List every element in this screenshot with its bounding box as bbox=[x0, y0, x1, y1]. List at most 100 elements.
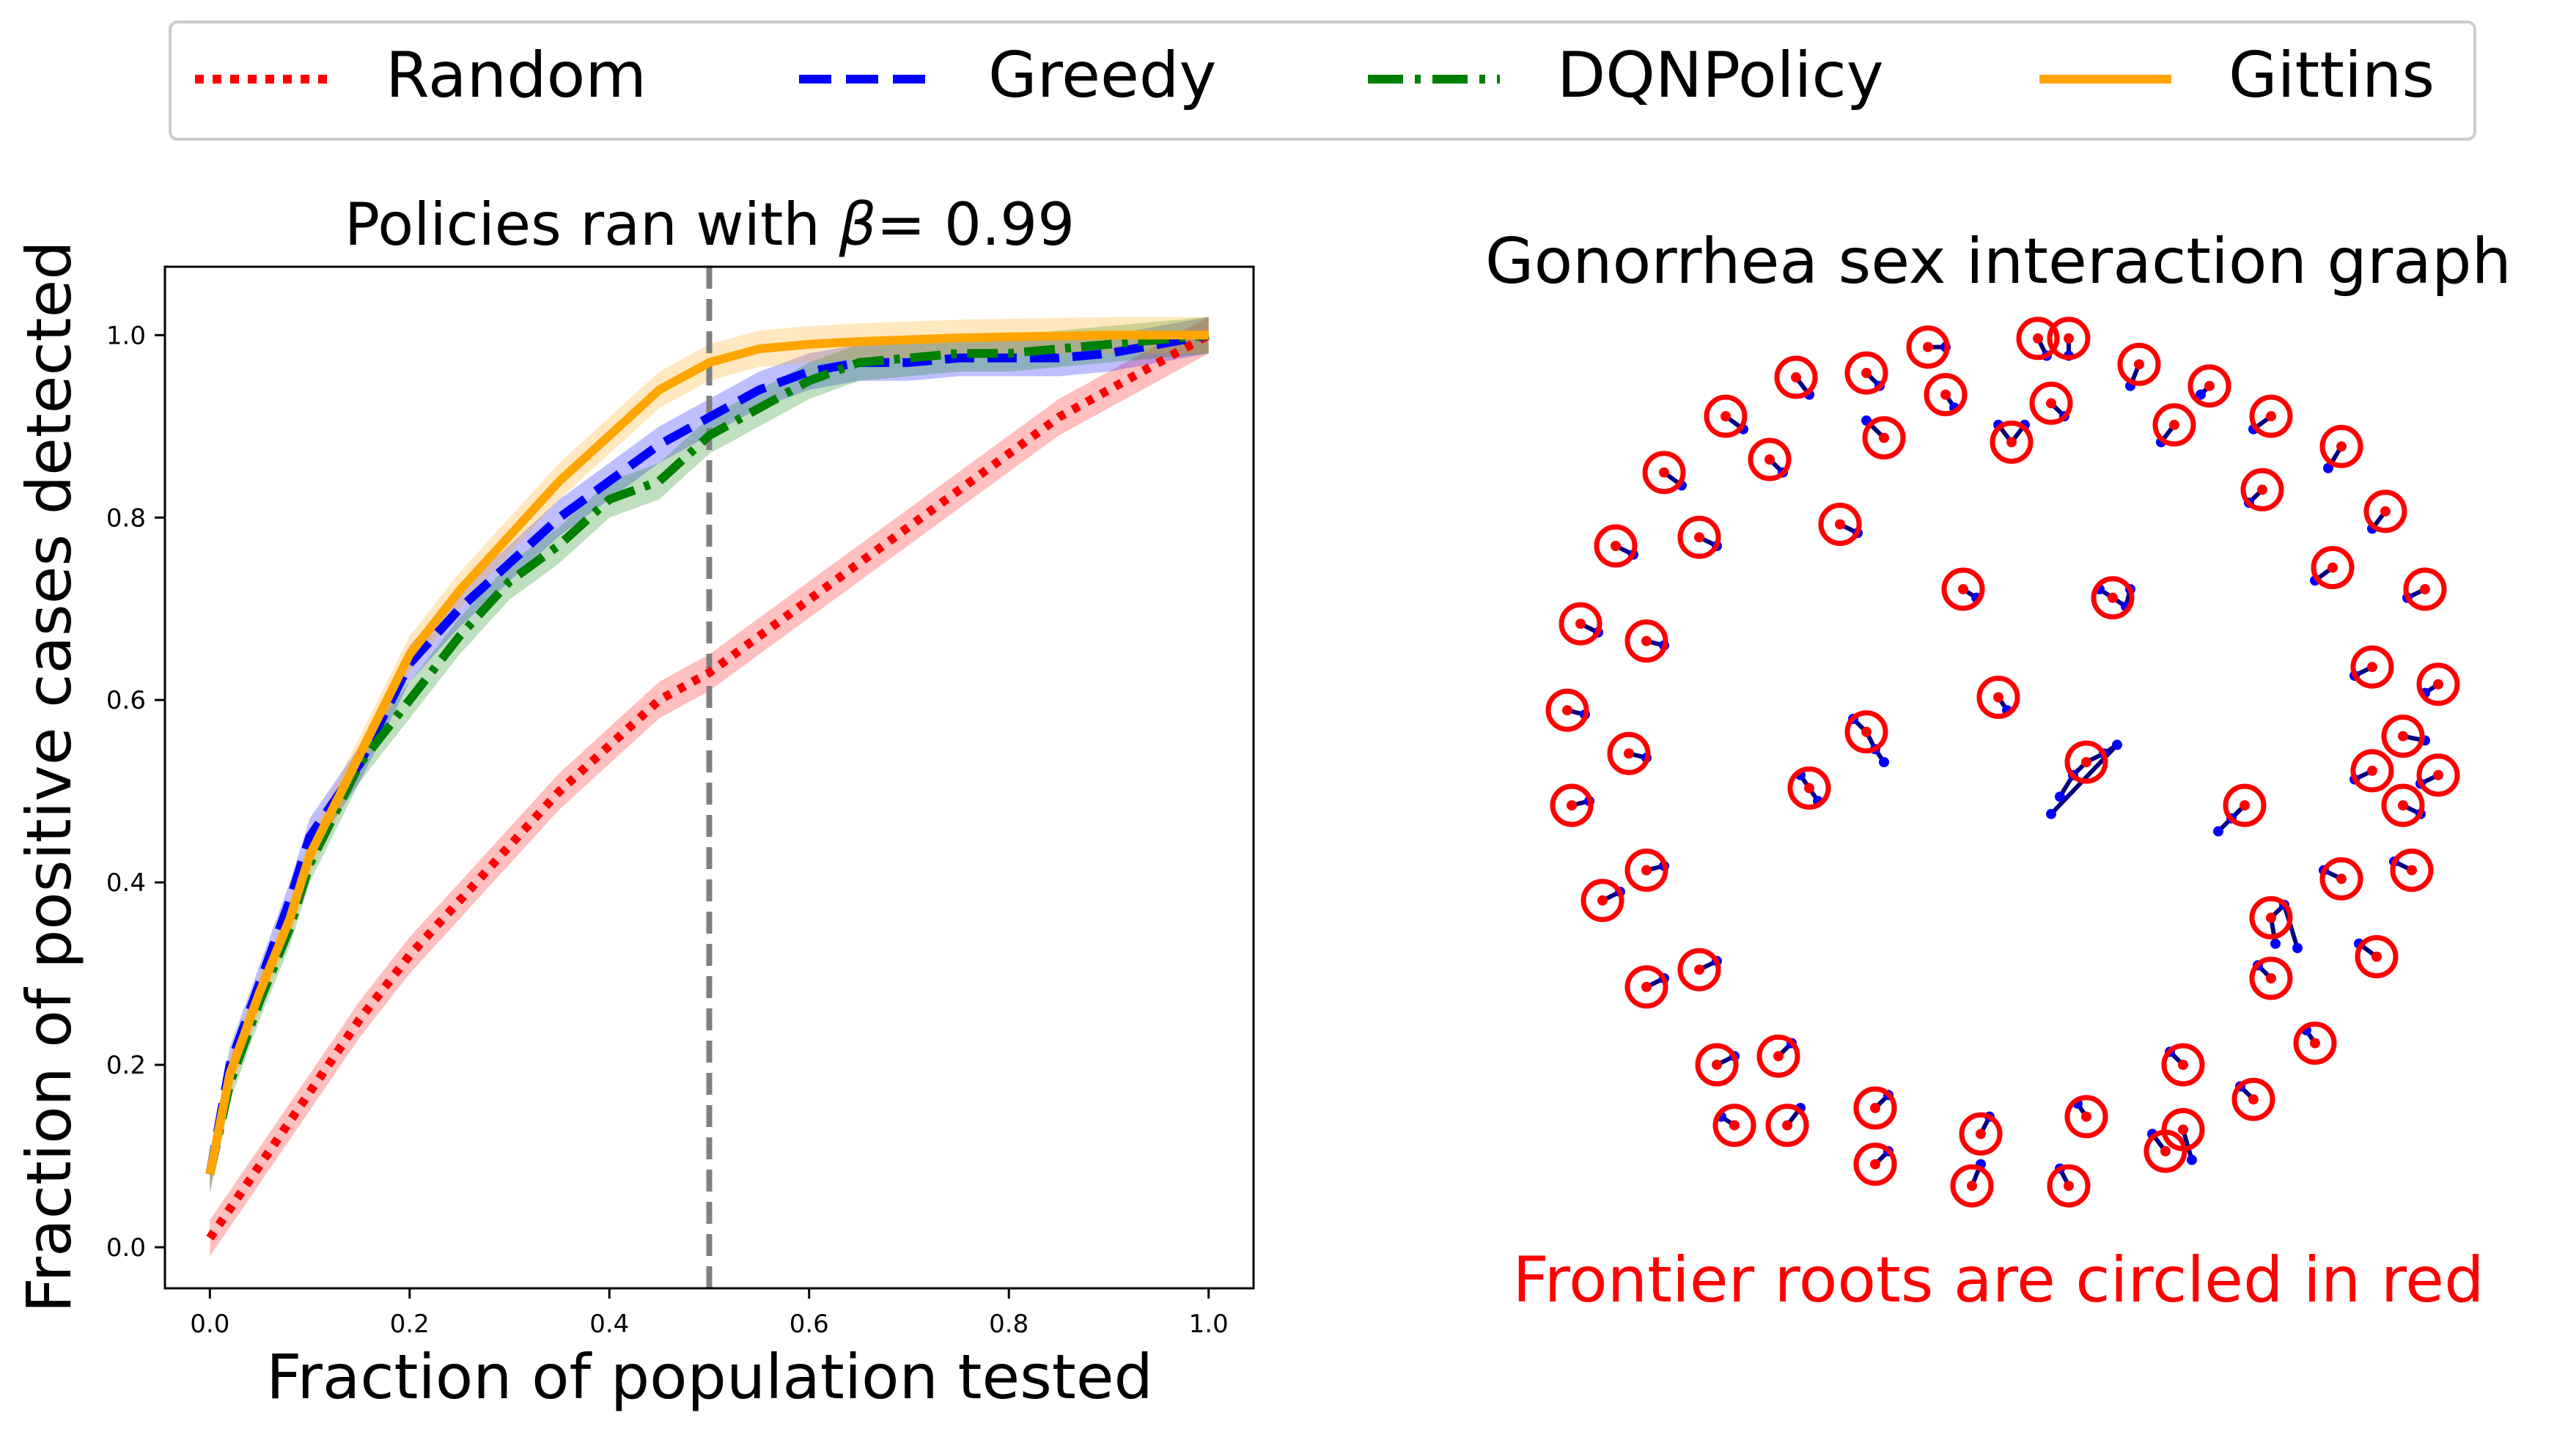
graph-root-node bbox=[1791, 372, 1801, 383]
graph-root-node bbox=[1835, 519, 1845, 530]
graph-component bbox=[1818, 503, 1863, 546]
frontier-root-circle bbox=[2390, 849, 2434, 892]
graph-root-node bbox=[1575, 619, 1586, 629]
graph-root-node bbox=[1567, 800, 1577, 810]
graph-component bbox=[1559, 602, 1603, 646]
frontier-root-circle bbox=[2249, 956, 2293, 1000]
frontier-root-circle bbox=[1862, 416, 1906, 459]
graph-root-node bbox=[2033, 333, 2043, 344]
frontier-root-circle bbox=[2064, 1095, 2108, 1139]
y-tick-label: 0.2 bbox=[106, 1051, 146, 1080]
graph-root-node bbox=[1879, 432, 1889, 443]
frontier-root-circle bbox=[2350, 749, 2394, 793]
x-tick-label: 0.2 bbox=[390, 1310, 430, 1339]
graph-component bbox=[1756, 1034, 1800, 1078]
frontier-root-circle bbox=[2223, 783, 2267, 827]
graph-root-node bbox=[2108, 592, 2118, 603]
graph-component bbox=[1861, 415, 1906, 459]
graph-component bbox=[1704, 394, 1748, 438]
graph-component bbox=[1906, 325, 1951, 369]
x-tick-label: 0.6 bbox=[790, 1310, 829, 1339]
graph-root-node bbox=[2367, 662, 2377, 673]
frontier-root-circle bbox=[2047, 317, 2091, 361]
graph-root-node bbox=[2336, 441, 2347, 452]
frontier-root-circle bbox=[1559, 602, 1602, 646]
frontier-root-circle bbox=[1765, 1104, 1809, 1148]
legend-frame bbox=[169, 21, 2476, 141]
network-title: Gonorrhea sex interaction graph bbox=[1485, 225, 2511, 298]
graph-component bbox=[1844, 710, 1889, 767]
frontier-root-circle bbox=[2311, 546, 2355, 589]
graph-root-node bbox=[2178, 1060, 2188, 1070]
graph-component bbox=[1950, 1159, 1994, 1208]
graph-component bbox=[2293, 1022, 2337, 1065]
graph-root-node bbox=[2169, 419, 2179, 430]
policy-chart: Policies ran with β= 0.99 0.0 0.2 0.4 0.6 0.… bbox=[13, 191, 1255, 1413]
network-caption: Frontier roots are circled in red bbox=[1512, 1244, 2484, 1317]
frontier-root-circle bbox=[2416, 662, 2460, 706]
graph-component bbox=[2363, 490, 2407, 534]
graph-component bbox=[2240, 468, 2284, 512]
graph-root-node bbox=[2134, 359, 2144, 370]
graph-node bbox=[2055, 791, 2065, 802]
graph-component bbox=[1976, 676, 2020, 719]
graph-node bbox=[2112, 739, 2122, 750]
graph-component bbox=[1677, 515, 1722, 559]
graph-node bbox=[2213, 826, 2223, 837]
graph-component bbox=[1624, 965, 1669, 1009]
frontier-root-circle bbox=[2240, 468, 2284, 512]
chart-title-prefix: Policies ran with bbox=[345, 191, 839, 259]
x-tick-label: 0.4 bbox=[589, 1310, 629, 1339]
graph-root-node bbox=[2006, 437, 2017, 448]
graph-root-node bbox=[2266, 973, 2276, 983]
legend-label-random: Random bbox=[386, 39, 647, 112]
graph-root-node bbox=[1562, 705, 1572, 716]
chart-title-suffix: = 0.99 bbox=[877, 191, 1075, 259]
graph-node bbox=[2196, 389, 2206, 400]
frontier-root-circle bbox=[1712, 1104, 1756, 1148]
graph-component bbox=[2046, 739, 2122, 819]
frontier-root-circle bbox=[1756, 1034, 1800, 1078]
graph-component bbox=[1594, 524, 1638, 568]
graph-root-node bbox=[1641, 865, 1652, 876]
frontier-root-circle bbox=[2231, 1077, 2275, 1121]
frontier-root-circle bbox=[1607, 731, 1651, 775]
frontier-root-circle bbox=[2403, 567, 2447, 611]
legend-entry-greedy: Greedy bbox=[799, 39, 1216, 112]
x-tick-label: 0.0 bbox=[190, 1310, 229, 1339]
frontier-root-circle bbox=[1906, 325, 1950, 369]
frontier-root-circle bbox=[1748, 437, 1792, 481]
graph-component bbox=[1853, 1142, 1897, 1186]
graph-root-node bbox=[2367, 765, 2377, 776]
graph-component bbox=[1774, 355, 1818, 400]
graph-component bbox=[2231, 1077, 2275, 1121]
graph-node bbox=[2270, 938, 2281, 949]
frontier-root-circle bbox=[2091, 576, 2135, 620]
graph-component bbox=[2029, 381, 2073, 425]
frontier-root-circle bbox=[1818, 503, 1862, 546]
graph-root-node bbox=[1861, 368, 1872, 378]
frontier-root-circle bbox=[2152, 403, 2196, 447]
frontier-root-circle bbox=[2029, 381, 2073, 425]
graph-root-node bbox=[1721, 411, 1731, 421]
graph-component bbox=[2415, 753, 2460, 797]
x-tick-label: 1.0 bbox=[1189, 1310, 1229, 1339]
frontier-root-circle bbox=[1976, 676, 2020, 719]
frontier-root-circle bbox=[2363, 490, 2407, 533]
graph-component bbox=[1695, 1043, 1740, 1087]
graph-component bbox=[2416, 662, 2460, 706]
graph-node bbox=[2323, 462, 2333, 473]
graph-component bbox=[1580, 879, 1625, 923]
frontier-root-circle bbox=[1787, 766, 1831, 810]
graph-root-node bbox=[1624, 748, 1634, 759]
graph-component bbox=[1959, 1111, 2003, 1156]
x-axis-label: Fraction of population tested bbox=[266, 1341, 1153, 1413]
legend-label-dqnpolicy: DQNPolicy bbox=[1557, 39, 1884, 112]
graph-component bbox=[1624, 849, 1669, 892]
frontier-root-circle bbox=[2161, 1043, 2205, 1087]
frontier-root-circle bbox=[2416, 753, 2460, 797]
graph-root-node bbox=[1729, 1120, 1740, 1131]
graph-component bbox=[2349, 749, 2394, 793]
graph-root-node bbox=[1764, 454, 1775, 465]
